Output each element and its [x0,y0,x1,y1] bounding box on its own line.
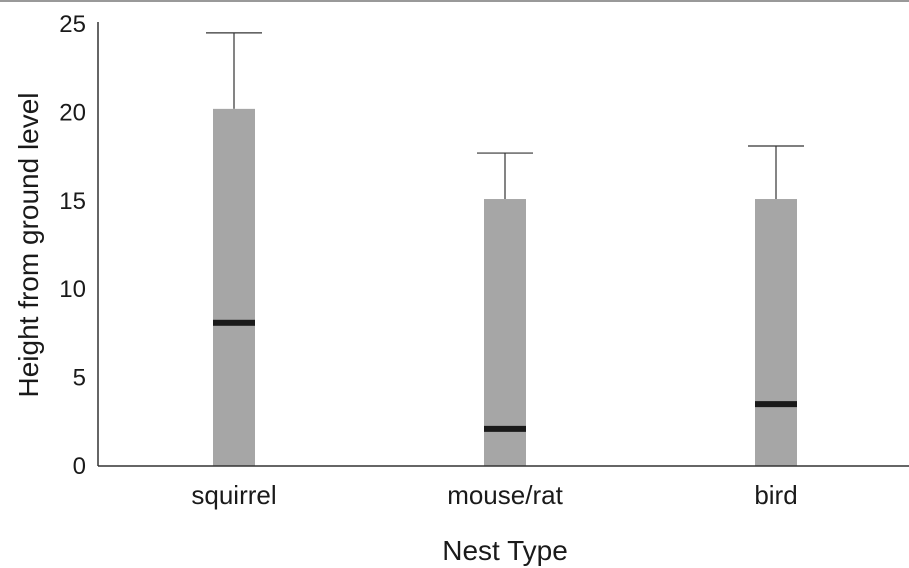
x-category-label: mouse/rat [447,480,563,510]
median-line [755,401,797,408]
boxes-layer [206,32,804,467]
median-line [213,319,255,326]
y-tick-label: 0 [73,453,86,480]
x-category-label: squirrel [191,480,276,510]
box-group [206,32,262,466]
y-axis-title: Height from ground level [13,92,44,397]
x-category-labels: squirrel mouse/rat bird [191,480,797,510]
median-line [484,425,526,432]
y-tick-label: 15 [59,188,86,215]
axes-layer [0,0,909,467]
y-tick-label: 5 [73,365,86,392]
y-tick-label: 20 [59,99,86,126]
box-group [748,145,804,467]
y-tick-label: 10 [59,276,86,303]
x-category-label: bird [754,480,797,510]
box [484,199,526,467]
x-axis-title: Nest Type [442,535,568,566]
box [213,108,255,466]
box [755,199,797,467]
y-tick-label: 25 [59,11,86,38]
box-group [477,152,533,467]
y-tick-labels: 0 5 10 15 20 25 [59,11,86,480]
